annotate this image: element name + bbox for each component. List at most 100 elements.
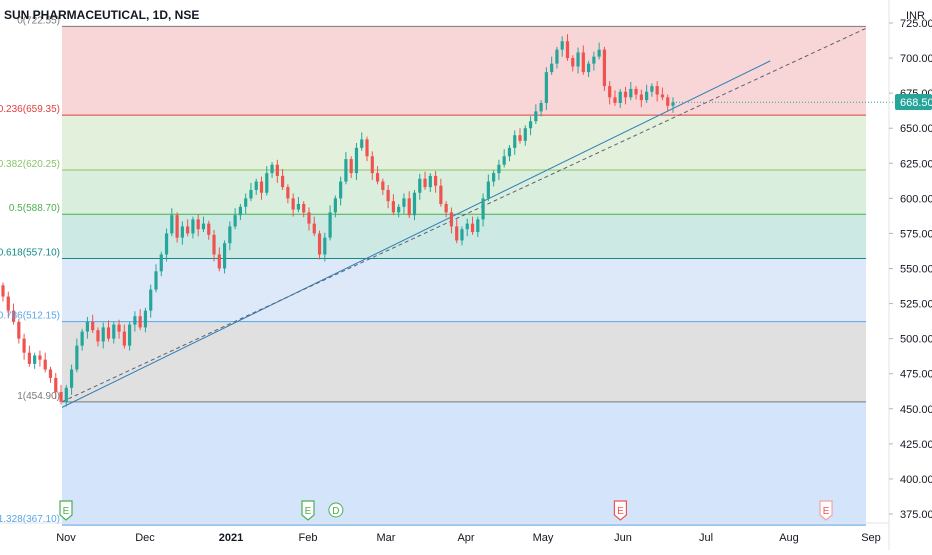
candle[interactable] — [43, 352, 47, 373]
candle[interactable] — [154, 264, 158, 293]
candle[interactable] — [122, 324, 126, 349]
candle[interactable] — [238, 203, 243, 221]
candle[interactable] — [360, 132, 364, 151]
candle[interactable] — [634, 86, 638, 100]
candle[interactable] — [550, 56, 554, 75]
event-marker-dividend[interactable]: D — [328, 502, 344, 518]
candle[interactable] — [370, 151, 374, 181]
candle[interactable] — [133, 311, 137, 332]
candle[interactable] — [270, 161, 274, 179]
candle[interactable] — [91, 314, 95, 334]
candle[interactable] — [576, 47, 580, 74]
candle[interactable] — [38, 350, 42, 367]
candle[interactable] — [623, 86, 628, 105]
candle[interactable] — [302, 201, 306, 218]
candle[interactable] — [11, 303, 16, 325]
candle[interactable] — [22, 333, 26, 360]
candle[interactable] — [397, 203, 401, 218]
candle[interactable] — [323, 232, 327, 262]
candle[interactable] — [212, 229, 216, 262]
candle[interactable] — [581, 45, 585, 75]
candle[interactable] — [502, 149, 506, 168]
candle[interactable] — [164, 228, 169, 262]
candle[interactable] — [428, 173, 432, 193]
candle[interactable] — [444, 201, 448, 218]
candle[interactable] — [671, 97, 675, 113]
candle[interactable] — [286, 184, 290, 204]
candle[interactable] — [196, 214, 200, 237]
candle[interactable] — [249, 182, 253, 202]
candle[interactable] — [391, 194, 395, 216]
candle[interactable] — [639, 89, 643, 108]
candle[interactable] — [1, 282, 5, 302]
candle[interactable] — [85, 316, 90, 339]
candle[interactable] — [170, 208, 174, 237]
candle[interactable] — [645, 84, 649, 103]
candle[interactable] — [660, 87, 665, 101]
candle[interactable] — [365, 136, 369, 162]
candle[interactable] — [59, 384, 63, 405]
candle[interactable] — [69, 364, 74, 395]
candle[interactable] — [33, 352, 37, 369]
candle[interactable] — [312, 216, 316, 237]
candle[interactable] — [149, 284, 153, 318]
trendline-dashed[interactable] — [61, 26, 869, 403]
candle[interactable] — [433, 171, 438, 193]
candle[interactable] — [259, 176, 264, 200]
candle[interactable] — [666, 94, 670, 111]
candle[interactable] — [138, 309, 142, 331]
candle[interactable] — [455, 219, 459, 244]
candle[interactable] — [375, 166, 380, 185]
candle[interactable] — [465, 218, 469, 237]
candle[interactable] — [64, 384, 68, 407]
event-marker-earnings-upcoming[interactable]: E — [819, 500, 833, 521]
candle[interactable] — [423, 171, 427, 190]
candle[interactable] — [333, 195, 337, 218]
candle[interactable] — [618, 88, 622, 108]
candle[interactable] — [402, 193, 406, 214]
candle[interactable] — [186, 219, 190, 237]
candle[interactable] — [143, 307, 148, 333]
candle[interactable] — [101, 322, 105, 349]
candle[interactable] — [407, 191, 411, 218]
candle[interactable] — [449, 207, 454, 234]
candle[interactable] — [27, 345, 31, 367]
candle[interactable] — [655, 81, 659, 102]
candle[interactable] — [344, 152, 348, 185]
event-marker-earnings-past[interactable]: E — [301, 500, 315, 521]
candle[interactable] — [539, 100, 543, 117]
candle[interactable] — [233, 208, 237, 230]
candle[interactable] — [602, 46, 607, 92]
candle[interactable] — [613, 90, 617, 106]
candle[interactable] — [481, 193, 485, 227]
candle[interactable] — [54, 373, 58, 399]
candle[interactable] — [507, 145, 512, 162]
candle[interactable] — [492, 170, 496, 187]
candle[interactable] — [159, 251, 163, 277]
candle[interactable] — [17, 319, 21, 344]
trendline-solid[interactable] — [61, 60, 771, 408]
candle[interactable] — [386, 185, 390, 209]
candle[interactable] — [201, 216, 206, 233]
candle[interactable] — [291, 193, 295, 217]
candle[interactable] — [544, 67, 548, 110]
candle[interactable] — [75, 338, 79, 373]
candle[interactable] — [650, 83, 654, 97]
candle[interactable] — [439, 178, 443, 207]
candle[interactable] — [191, 216, 195, 239]
candle[interactable] — [6, 291, 10, 318]
candle[interactable] — [117, 319, 121, 339]
candle[interactable] — [523, 125, 527, 146]
candle[interactable] — [571, 55, 575, 72]
candle[interactable] — [128, 321, 132, 351]
candle[interactable] — [180, 221, 184, 245]
candle[interactable] — [217, 247, 221, 272]
candle[interactable] — [207, 220, 211, 240]
candle[interactable] — [48, 366, 53, 383]
candle[interactable] — [328, 205, 332, 241]
candle[interactable] — [476, 216, 480, 237]
candle[interactable] — [317, 230, 322, 260]
candle[interactable] — [586, 60, 591, 78]
candle[interactable] — [486, 174, 490, 202]
